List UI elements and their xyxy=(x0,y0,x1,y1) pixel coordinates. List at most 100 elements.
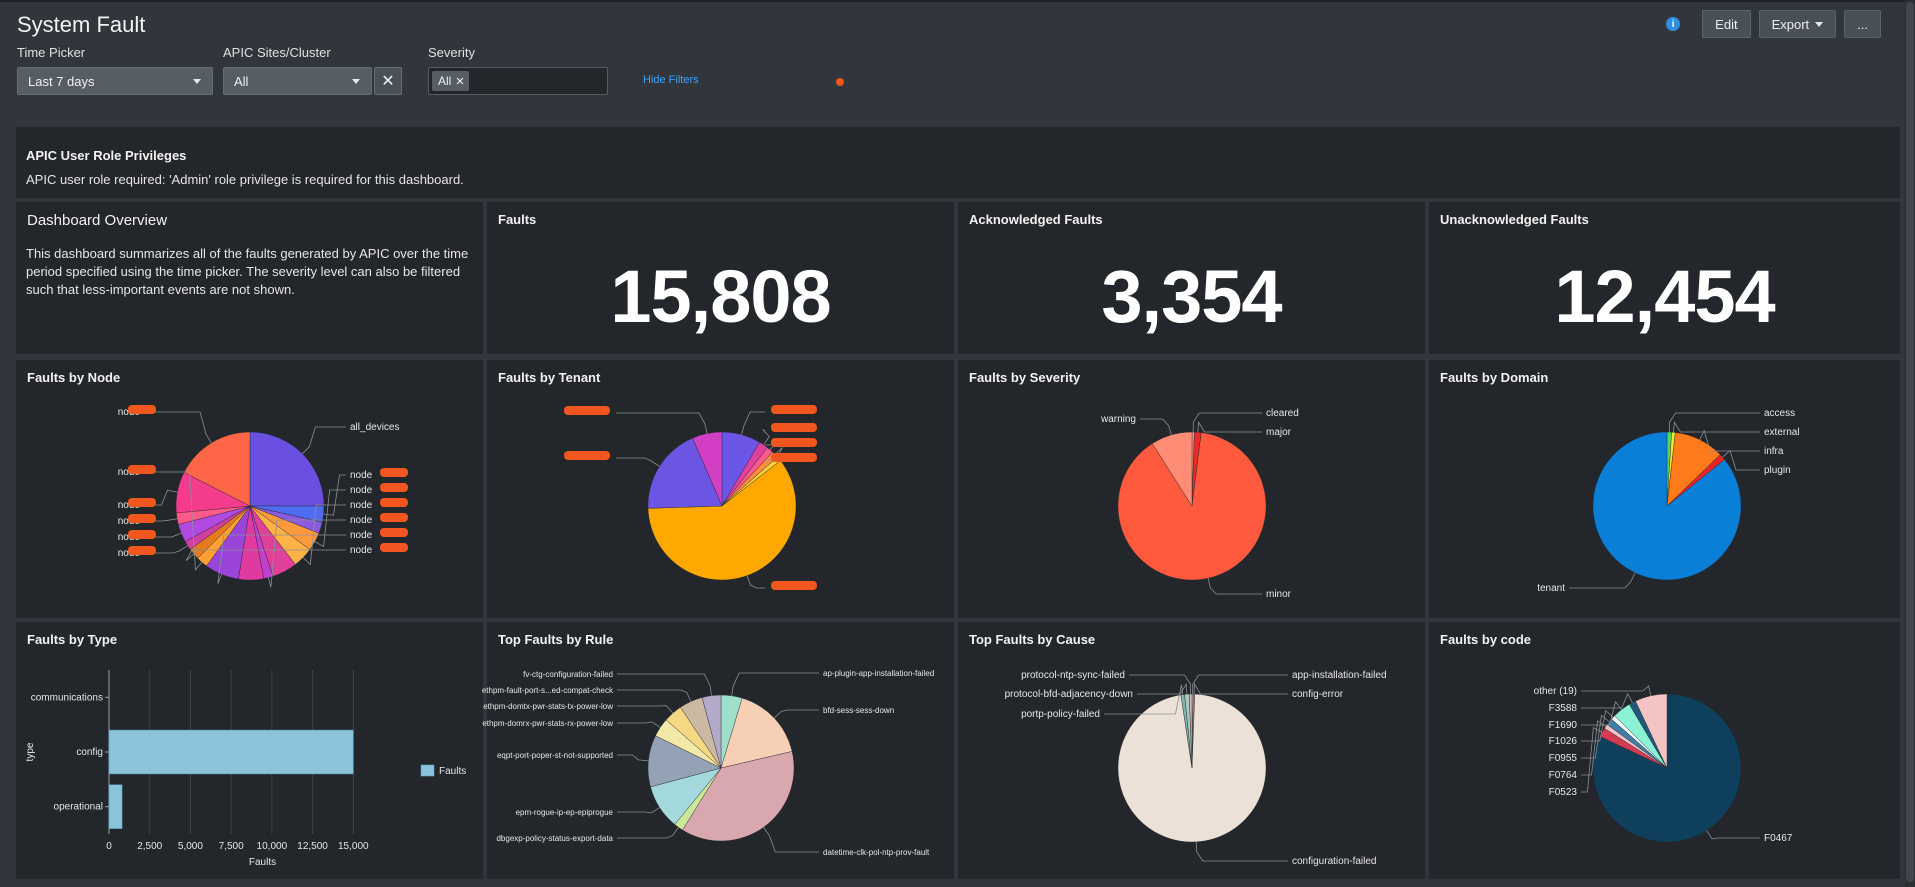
apic-sites-label: APIC Sites/Cluster xyxy=(223,45,331,60)
pie-slice[interactable] xyxy=(1152,431,1193,507)
time-picker-select[interactable]: Last 7 days xyxy=(17,67,213,95)
severity-chip[interactable]: All ✕ xyxy=(432,71,469,91)
panel-title: Top Faults by Rule xyxy=(498,632,614,647)
bar[interactable] xyxy=(108,784,123,829)
leader-line xyxy=(617,705,674,714)
edit-button-label: Edit xyxy=(1715,16,1738,32)
redaction-mark xyxy=(564,406,610,415)
redaction-mark xyxy=(771,405,817,414)
leader-line xyxy=(185,549,346,561)
pie-slice[interactable] xyxy=(249,431,325,507)
top-border xyxy=(0,0,1915,2)
leader-line xyxy=(144,411,212,444)
pie-label: tenant xyxy=(1537,583,1565,594)
pie-label: protocol-ntp-sync-failed xyxy=(1021,670,1125,681)
leader-line xyxy=(1722,449,1760,471)
export-button[interactable]: Export xyxy=(1758,10,1837,38)
faults-by-code-panel: Faults by code F0467 F0523 F0764 F0955 F1026… xyxy=(1429,622,1900,879)
redaction-mark xyxy=(128,546,156,555)
roles-panel-title: APIC User Role Privileges xyxy=(26,148,187,163)
time-picker-label: Time Picker xyxy=(17,45,86,60)
scrollbar-thumb[interactable] xyxy=(1906,2,1914,882)
pie-slice[interactable] xyxy=(183,431,251,507)
pie-label: warning xyxy=(1100,414,1136,425)
x-tick-label: 15,000 xyxy=(338,841,369,852)
pie-label: major xyxy=(1266,427,1292,438)
edit-button[interactable]: Edit xyxy=(1702,10,1751,38)
y-tick-label: config xyxy=(76,747,103,758)
pie-slice[interactable] xyxy=(647,460,797,581)
roles-panel: APIC User Role Privileges APIC user role… xyxy=(16,127,1900,198)
bar[interactable] xyxy=(108,729,354,775)
pie-slice[interactable] xyxy=(692,431,723,507)
hide-filters-link[interactable]: Hide Filters xyxy=(643,74,699,86)
leader-line xyxy=(1581,714,1610,759)
y-tick-label: operational xyxy=(54,802,103,813)
severity-label: Severity xyxy=(428,45,475,60)
pie-label: eqpt-port-poper-st-not-supported xyxy=(497,751,613,760)
pie-label: ethpm-domtx-pwr-stats-tx-power-low xyxy=(483,702,613,711)
redaction-mark xyxy=(128,405,156,414)
panel-title: Faults by code xyxy=(1440,632,1532,647)
leader-line xyxy=(217,534,346,584)
top-faults-by-cause-panel: Top Faults by Cause app-installation-fai… xyxy=(958,622,1425,879)
leader-line xyxy=(1140,418,1172,436)
pie-slice[interactable] xyxy=(647,437,723,509)
leader-line xyxy=(1569,572,1636,589)
kpi-faults-title: Faults xyxy=(498,212,537,227)
redaction-mark xyxy=(128,514,156,523)
pie-label: F1690 xyxy=(1549,720,1578,731)
faults-by-domain-chart: access external infra plugin tenant xyxy=(1537,408,1800,594)
leader-line xyxy=(268,519,346,588)
apic-sites-select[interactable]: All xyxy=(223,67,372,95)
x-tick-label: 12,500 xyxy=(297,841,328,852)
leader-line xyxy=(1581,709,1614,742)
leader-line xyxy=(616,412,708,434)
pie-label: F3588 xyxy=(1549,703,1578,714)
leader-line xyxy=(1207,578,1262,595)
apic-sites-clear-button[interactable]: ✕ xyxy=(374,67,402,95)
leader-line xyxy=(774,709,819,719)
pie-label: app-installation-failed xyxy=(1292,670,1387,681)
pie-slice[interactable] xyxy=(701,694,722,769)
close-icon[interactable]: ✕ xyxy=(455,75,465,88)
redaction-mark xyxy=(380,498,408,507)
pie-label: access xyxy=(1764,408,1795,419)
pie-slice[interactable] xyxy=(720,697,793,769)
top-faults-by-rule-chart: ap-plugin-app-installation-failed bfd-ses… xyxy=(482,669,934,857)
x-tick-label: 5,000 xyxy=(178,841,203,852)
kpi-unacknowledged-value: 12,454 xyxy=(1554,255,1775,338)
page-title: System Fault xyxy=(17,12,146,37)
severity-multiselect[interactable]: All ✕ xyxy=(428,67,608,95)
pie-slice[interactable] xyxy=(682,751,795,842)
scrollbar-track[interactable] xyxy=(1905,0,1915,887)
leader-line xyxy=(1581,720,1607,776)
pie-slice[interactable] xyxy=(1117,693,1267,843)
pie-label: node xyxy=(350,485,373,496)
leader-line xyxy=(1581,700,1622,726)
more-button[interactable]: ... xyxy=(1844,10,1881,38)
legend-label[interactable]: Faults xyxy=(439,766,466,777)
faults-by-node-panel: Faults by Node all_devices node node node no… xyxy=(16,360,483,618)
pie-label: external xyxy=(1764,427,1800,438)
leader-line xyxy=(1581,726,1603,793)
leader-line xyxy=(1193,682,1288,695)
leader-line xyxy=(1104,684,1184,715)
kpi-unacknowledged-panel: Unacknowledged Faults 12,454 xyxy=(1429,202,1900,354)
leader-line xyxy=(741,411,765,435)
pie-slice[interactable] xyxy=(1635,693,1668,769)
panel-title: Faults by Severity xyxy=(969,370,1081,385)
faults-by-type-chart: 0 2,500 5,000 7,500 10,000 12,500 15,000 commun… xyxy=(25,670,466,868)
pie-label: other (19) xyxy=(1534,686,1577,697)
kpi-unacknowledged-title: Unacknowledged Faults xyxy=(1440,212,1589,227)
leader-line xyxy=(1197,421,1262,433)
pie-label: node xyxy=(350,500,373,511)
leader-line xyxy=(302,426,346,454)
leader-line xyxy=(617,827,679,839)
leader-line xyxy=(144,471,203,571)
pie-slice[interactable] xyxy=(1592,431,1742,581)
info-icon[interactable]: i xyxy=(1666,17,1681,31)
faults-by-severity-chart: cleared major minor warning xyxy=(1100,408,1299,600)
pie-label: node xyxy=(350,515,373,526)
y-tick-label: communications xyxy=(31,692,103,703)
